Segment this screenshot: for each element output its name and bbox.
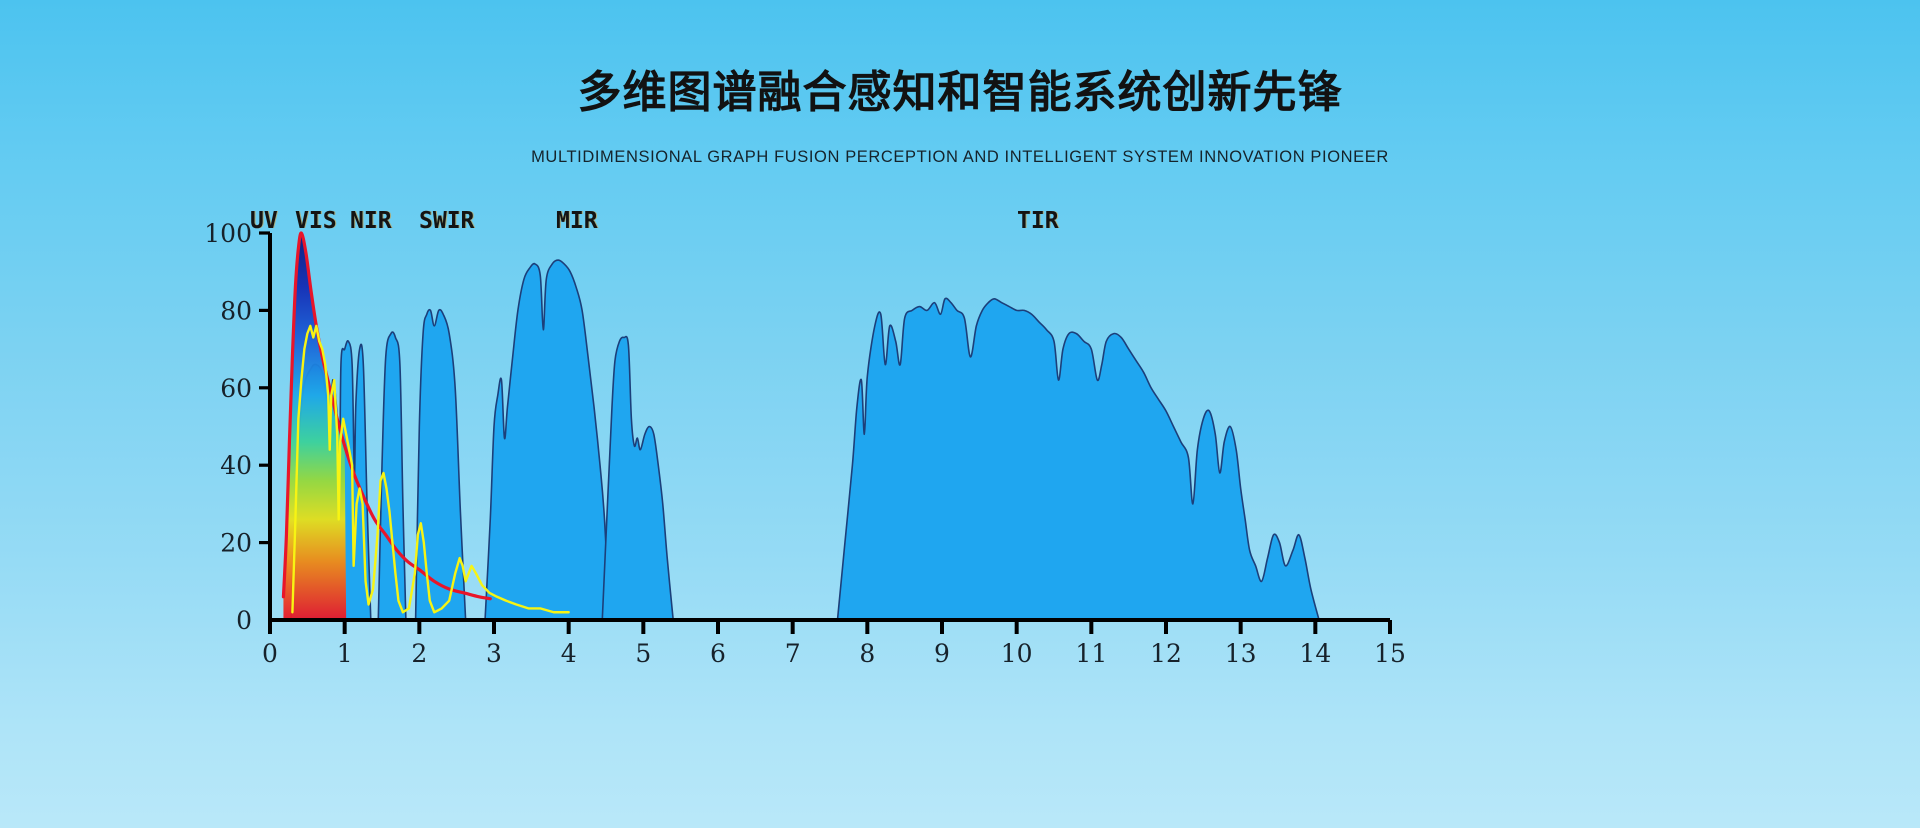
x-tick-label: 15: [1374, 639, 1406, 668]
transmittance-window-mir-1: [484, 259, 611, 621]
x-tick-label: 7: [785, 639, 801, 668]
visible-spectrum-gradient-peak: [283, 232, 347, 620]
surface-irradiance-curve: [291, 324, 570, 614]
x-tick-label: 12: [1150, 639, 1182, 668]
x-tick-label: 5: [635, 639, 651, 668]
x-tick-label: 14: [1299, 639, 1331, 668]
band-label-mir: MIR: [556, 208, 598, 234]
x-tick-label: 1: [337, 639, 353, 668]
x-tick-label: 8: [859, 639, 875, 668]
page-title: 多维图谱融合感知和智能系统创新先锋: [577, 67, 1343, 118]
transmittance-window-swir-2: [414, 308, 467, 621]
y-tick-label: 80: [220, 296, 252, 325]
x-tick-label: 3: [486, 639, 502, 668]
x-tick-label: 11: [1075, 639, 1107, 668]
extraterrestrial-irradiance-curve: [281, 231, 492, 601]
x-tick-label: 4: [561, 639, 577, 668]
band-label-vis: VIS: [295, 208, 337, 234]
y-tick-label: 20: [220, 529, 252, 558]
transmittance-window-tir: [836, 297, 1320, 621]
x-tick-label: 10: [1001, 639, 1033, 668]
x-tick-label: 9: [934, 639, 950, 668]
x-tick-label: 2: [411, 639, 427, 668]
band-label-nir: NIR: [350, 208, 392, 234]
x-tick-label: 6: [710, 639, 726, 668]
page-subtitle: MULTIDIMENSIONAL GRAPH FUSION PERCEPTION…: [531, 148, 1389, 166]
y-tick-label: 100: [204, 219, 252, 248]
x-tick-label: 0: [262, 639, 278, 668]
band-label-swir: SWIR: [419, 208, 475, 234]
y-tick-label: 40: [220, 451, 252, 480]
transmittance-window-swir-1: [377, 331, 407, 621]
y-tick-label: 60: [220, 374, 252, 403]
x-tick-label: 13: [1225, 639, 1257, 668]
band-label-uv: UV: [250, 208, 278, 234]
transmittance-window-mir-2: [601, 335, 674, 621]
band-label-tir: TIR: [1017, 208, 1059, 234]
y-tick-label: 0: [236, 606, 252, 635]
